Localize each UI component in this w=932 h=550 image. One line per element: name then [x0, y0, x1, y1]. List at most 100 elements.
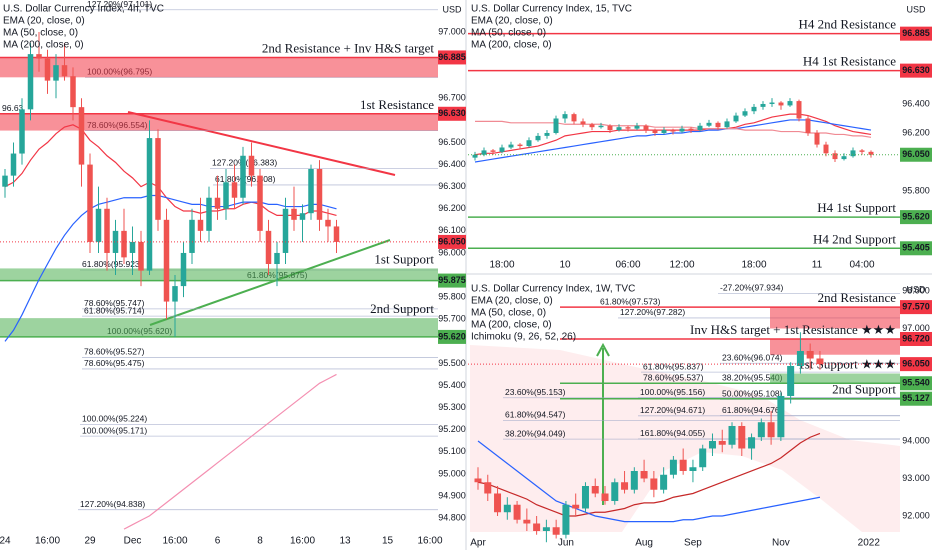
y-tick-label: 96.400 — [438, 159, 466, 169]
candle-body — [669, 459, 677, 475]
candle-body — [625, 127, 631, 129]
candle-body — [333, 226, 340, 242]
price-tag-label: 95.540 — [902, 378, 930, 388]
candle-body — [767, 422, 775, 438]
fib-label: -27.20%(97.934) — [720, 283, 783, 293]
zone — [770, 338, 900, 355]
candle-body — [742, 111, 748, 116]
y-tick-label: 95.800 — [438, 292, 466, 302]
x-tick-label: Nov — [772, 538, 790, 549]
x-tick-label: 11 — [812, 260, 823, 271]
y-tick-label: 95.300 — [438, 402, 466, 412]
price-tag-label: 96.885 — [438, 52, 466, 62]
ma-line — [477, 440, 821, 523]
price-tag-label: 95.405 — [902, 243, 930, 253]
candle-body — [778, 102, 784, 106]
candle-body — [513, 504, 521, 520]
x-tick-label: Dec — [124, 536, 142, 547]
price-tag-label: 96.050 — [902, 358, 930, 368]
zone-label: 2nd Resistance + Inv H&S target — [262, 40, 434, 55]
x-tick-label: 06:00 — [615, 260, 640, 271]
candle-body — [542, 527, 550, 531]
fib-label: 161.80%(94.055) — [640, 428, 705, 438]
candle-body — [823, 144, 829, 154]
legend-entry: MA (50, close, 0) — [471, 308, 546, 319]
candle-body — [832, 153, 838, 160]
candle-body — [44, 58, 51, 81]
candle-body — [308, 169, 314, 214]
candle-body — [53, 65, 59, 81]
x-tick-label: 12:00 — [669, 260, 694, 271]
x-tick-label: Jun — [558, 538, 574, 549]
candle-body — [796, 350, 804, 366]
candle-body — [601, 493, 609, 501]
x-tick-label: Apr — [470, 538, 486, 549]
candle-body — [155, 138, 161, 220]
x-tick-label: 10 — [559, 260, 571, 271]
candle-body — [562, 114, 568, 119]
price-tag-label: 95.620 — [902, 211, 930, 221]
fib-label: 127.20%(97.101) — [87, 0, 152, 9]
y-tick-label: 93.000 — [902, 473, 930, 483]
candle-body — [121, 230, 127, 258]
candle-body — [10, 153, 17, 176]
zone — [0, 318, 438, 337]
x-tick-label: 13 — [339, 536, 351, 547]
chart-title: U.S. Dollar Currency Index, 15, TVC — [471, 4, 632, 15]
y-tick-label: 96.400 — [902, 98, 930, 108]
candle-body — [206, 197, 212, 231]
legend-entry: MA (50, close, 0) — [471, 28, 546, 39]
candle-body — [163, 219, 170, 302]
x-tick-label: Aug — [635, 538, 653, 549]
candle-body — [580, 121, 586, 125]
y-tick-label: 95.800 — [902, 185, 930, 195]
candle-body — [146, 138, 153, 271]
candle-body — [859, 150, 865, 152]
zone-label: 2nd Support — [370, 301, 434, 316]
x-tick-label: 18:00 — [741, 260, 766, 271]
y-tick-label: 97.000 — [438, 26, 466, 36]
candle-body — [718, 440, 726, 445]
zone — [770, 307, 900, 329]
candle-body — [552, 527, 560, 535]
zone-label: H4 2nd Resistance — [799, 17, 897, 32]
candle-body — [2, 175, 8, 187]
y-tick-label: 95.000 — [438, 468, 466, 478]
y-tick-label: 97.000 — [902, 323, 930, 333]
candle-body — [660, 474, 668, 490]
legend-entry: MA (200, close, 0) — [471, 40, 552, 51]
x-tick-label: Sep — [684, 538, 702, 549]
candle-body — [598, 125, 604, 128]
y-tick-label: 95.700 — [438, 314, 466, 324]
candle-body — [787, 101, 793, 106]
x-tick-label: 16:00 — [417, 536, 442, 547]
candle-body — [630, 470, 638, 490]
candle-body — [850, 150, 856, 157]
price-tag-label: 96.885 — [902, 28, 930, 38]
panel: 127.20%(97.101)100.00%(96.795)96.6378.60… — [0, 0, 466, 547]
chart-title: U.S. Dollar Currency Index, 1W, TVC — [471, 284, 635, 295]
price-tag — [900, 357, 932, 372]
candle-body — [325, 219, 331, 227]
zone-label: 1st Support ★★★ — [798, 356, 896, 371]
candle-body — [104, 208, 110, 253]
price-tag-label: 95.875 — [438, 275, 466, 285]
candle-body — [769, 102, 775, 104]
y-tick-label: 96.100 — [438, 225, 466, 235]
candle-body — [223, 182, 229, 209]
candle-body — [248, 155, 255, 176]
candle-body — [571, 114, 577, 122]
candle-body — [760, 103, 766, 107]
y-tick-label: 95.400 — [438, 380, 466, 390]
zone — [0, 57, 438, 78]
candle-body — [484, 482, 492, 494]
candle-body — [738, 425, 746, 449]
candle-body — [490, 150, 496, 152]
y-tick-label: 96.700 — [438, 93, 466, 103]
candle-body — [777, 395, 785, 438]
candle-body — [180, 252, 187, 287]
zone-label: 1st Resistance — [360, 97, 434, 112]
candle-body — [189, 219, 195, 253]
currency-label: USD — [442, 4, 462, 14]
candle-body — [679, 459, 687, 471]
